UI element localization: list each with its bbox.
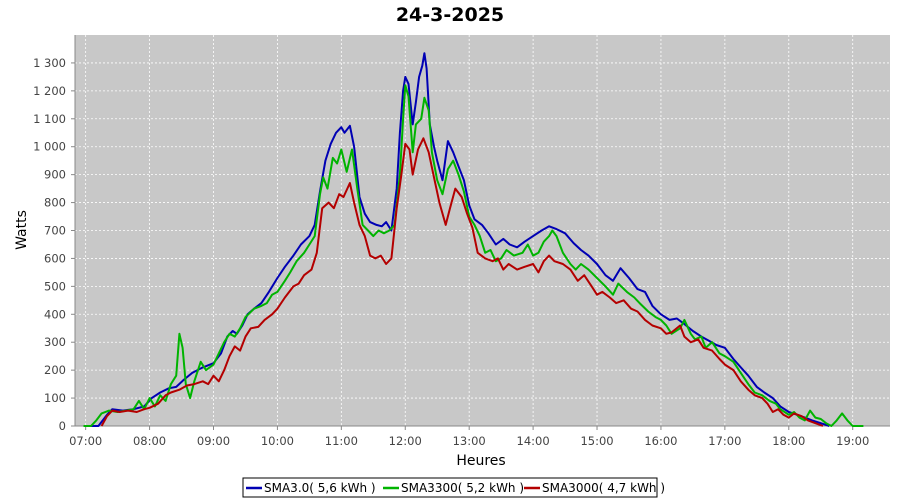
series-line-1 <box>83 84 864 427</box>
y-axis-label: Watts <box>14 210 30 250</box>
axis-ticks: 0 100 200 300 400 500 600 700 800 900 1 000 1 100 1 … <box>33 56 869 448</box>
x-tick-label: 14:00 <box>517 434 550 448</box>
x-tick-label: 17:00 <box>708 434 741 448</box>
y-tick-label: 700 <box>44 224 66 238</box>
x-tick-label: 13:00 <box>453 434 486 448</box>
y-tick-label: 100 <box>44 391 66 405</box>
legend-label-2: SMA3000( 4,7 kWh ) <box>542 481 665 495</box>
x-tick-label: 11:00 <box>325 434 358 448</box>
x-tick-label: 07:00 <box>69 434 102 448</box>
x-tick-label: 12:00 <box>389 434 422 448</box>
y-tick-label: 400 <box>44 307 66 321</box>
legend-label-1: SMA3300( 5,2 kWh ) <box>401 481 524 495</box>
series-line-2 <box>100 137 824 427</box>
y-tick-label: 0 <box>59 419 66 433</box>
y-tick-label: 1 100 <box>33 112 66 126</box>
y-tick-label: 200 <box>44 363 66 377</box>
x-tick-label: 18:00 <box>772 434 805 448</box>
x-tick-label: 09:00 <box>197 434 230 448</box>
legend: SMA3.0( 5,6 kWh ) SMA3300( 5,2 kWh ) SMA30… <box>242 477 665 498</box>
legend-label-0: SMA3.0( 5,6 kWh ) <box>264 481 376 495</box>
y-tick-label: 600 <box>44 251 66 265</box>
y-tick-label: 900 <box>44 168 66 182</box>
y-tick-label: 800 <box>44 196 66 210</box>
x-tick-label: 15:00 <box>580 434 613 448</box>
plot-area <box>75 35 890 426</box>
series-lines <box>83 52 864 427</box>
x-tick-label: 10:00 <box>261 434 294 448</box>
x-axis-label: Heures <box>456 453 505 469</box>
y-tick-label: 500 <box>44 279 66 293</box>
x-tick-label: 19:00 <box>836 434 869 448</box>
x-tick-label: 16:00 <box>644 434 677 448</box>
y-tick-label: 1 200 <box>33 84 66 98</box>
y-tick-label: 1 000 <box>33 140 66 154</box>
y-tick-label: 1 300 <box>33 56 66 70</box>
grid-lines <box>75 35 890 426</box>
x-tick-label: 08:00 <box>133 434 166 448</box>
chart-title: 24-3-2025 <box>396 4 504 26</box>
legend-box <box>242 477 658 498</box>
y-tick-label: 300 <box>44 335 66 349</box>
